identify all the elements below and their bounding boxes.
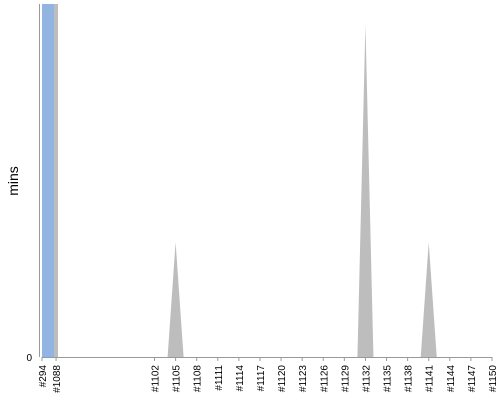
y-axis-title: mins (5, 166, 21, 196)
x-tick-label-#1135: #1135 (383, 365, 394, 393)
x-tick-label-#1102: #1102 (151, 365, 162, 393)
x-tick-label-#1111: #1111 (214, 365, 225, 391)
x-tick-label-#1088: #1088 (52, 365, 63, 393)
area-spike-#1105[interactable] (167, 242, 184, 357)
x-tick-label-#1120: #1120 (277, 365, 288, 393)
x-tick-label-#1123: #1123 (298, 365, 309, 393)
x-tick-label-#294: #294 (38, 365, 49, 388)
x-tick-label-#1138: #1138 (404, 365, 415, 393)
x-tick-label-#1141: #1141 (425, 365, 436, 393)
x-tick-label-#1108: #1108 (193, 365, 204, 393)
x-tick-label-#1129: #1129 (340, 365, 351, 393)
x-tick-label-#1132: #1132 (361, 365, 372, 393)
y-tick-label-0: 0 (26, 353, 32, 364)
area-spike-#1132[interactable] (357, 24, 374, 357)
x-axis-ticks: #294 #1088 #1102 #1105 #1108 #1111 #1114 #1117 #… (38, 357, 499, 393)
area-spike-#1141[interactable] (420, 242, 437, 357)
x-tick-label-#1114: #1114 (235, 365, 246, 392)
plot-area (42, 4, 437, 357)
highlight-bar-#294[interactable] (42, 4, 54, 357)
x-tick-label-#1150: #1150 (488, 365, 499, 393)
x-tick-label-#1126: #1126 (319, 365, 330, 393)
x-tick-label-#1144: #1144 (446, 365, 457, 393)
x-tick-label-#1147: #1147 (467, 365, 478, 393)
x-tick-label-#1117: #1117 (256, 365, 267, 392)
x-tick-label-#1105: #1105 (172, 365, 183, 393)
y-axis-ticks: 0 (26, 353, 32, 364)
